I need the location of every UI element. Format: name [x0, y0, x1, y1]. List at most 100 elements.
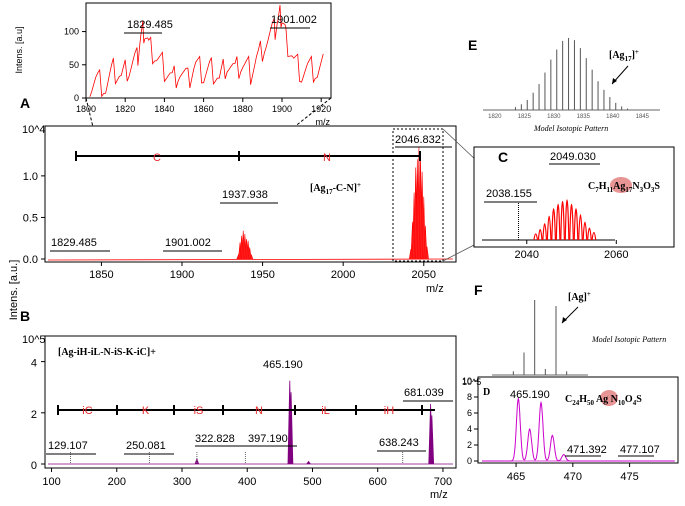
panel-d-x-ticks: 465 470 475 — [507, 463, 639, 483]
peak-mark — [569, 203, 574, 241]
x-tick-label: 1900 — [272, 104, 292, 114]
peak-label-129: 129.107 — [48, 440, 88, 452]
y-tick-label: 8 — [467, 392, 472, 402]
x-tick-label: 2000 — [331, 269, 355, 281]
panel-e: E 1820 1825 1830 1835 1840 1845 [Ag17]+ Model… — [468, 37, 660, 133]
peak-mark — [591, 231, 597, 241]
sequence-residue: iL — [321, 405, 330, 417]
panel-f: F [Ag]+ Model Isotopic Pattern — [474, 282, 666, 376]
peak-mark — [249, 254, 254, 260]
panel-label-e: E — [468, 37, 477, 53]
x-tick-label: 700 — [434, 476, 452, 488]
peak-mark — [546, 215, 552, 241]
panel-c: C 2040 2060 2049.030 2038.155 C7H11Ag17N3… — [473, 146, 675, 261]
panel-a-inset: Intens. [a.u] 0 50 100 1800 1820 1840 1860 188… — [14, 2, 332, 261]
panel-d-y-exponent: 10^5 — [462, 377, 481, 387]
x-tick-label: 465 — [507, 471, 525, 483]
peak-label-322: 322.828 — [195, 433, 235, 445]
panel-f-ion-label: [Ag]+ — [568, 290, 591, 303]
sequence-residue: N — [255, 405, 263, 417]
zoom-connector — [442, 242, 479, 262]
peak-mark — [533, 233, 539, 241]
panel-f-bars — [512, 300, 568, 375]
peak-mark — [555, 203, 561, 241]
x-tick-label: 1830 — [547, 114, 561, 120]
panel-c-formula: C7H11Ag17N3O3S — [588, 181, 660, 194]
panel-b: B 10^5 0 2 4 100 200 300 400 500 600 700 m/z [Ag… — [20, 308, 457, 501]
peak-mark — [542, 223, 548, 241]
panel-a-xlabel: m/z — [426, 283, 444, 295]
inset-peak-label-1901: 1901.002 — [271, 14, 317, 26]
peak-label-465: 465.190 — [263, 359, 303, 371]
panel-e-bars — [514, 38, 629, 110]
panel-b-y-ticks: 0 2 4 — [31, 358, 45, 472]
panel-a: A 10^4 Intens. [a.u.] 0.0 0.5 1.0 1850 1900… — [8, 95, 479, 320]
sequence-residue-n: N — [323, 152, 331, 164]
panel-a-x-ticks: 1850 1900 1950 2000 2050 — [89, 262, 436, 281]
x-tick-label: 1900 — [170, 269, 194, 281]
panel-b-x-ticks: 100 200 300 400 500 600 700 — [42, 468, 452, 488]
x-tick-label: 470 — [564, 471, 582, 483]
y-tick-label: 50 — [69, 60, 79, 70]
y-tick-label: 100 — [64, 27, 79, 37]
inset-y-ticks: 0 50 100 — [64, 27, 86, 103]
inset-series-line — [89, 4, 324, 98]
x-tick-label: 1820 — [488, 114, 502, 120]
panel-c-peak-label-2038: 2038.155 — [486, 188, 532, 200]
x-tick-label: 2060 — [604, 249, 628, 261]
panel-label-b: B — [20, 308, 30, 324]
inset-xlabel: m/z — [316, 117, 331, 127]
zoom-connector — [85, 97, 126, 261]
sequence-residue: iH — [384, 405, 394, 417]
peak-mark — [578, 214, 583, 241]
panel-e-title: Model Isotopic Pattern — [533, 124, 608, 133]
panel-a-y-ticks: 0.0 0.5 1.0 — [23, 171, 45, 266]
zoom-connector — [442, 128, 479, 163]
x-tick-label: 600 — [369, 476, 387, 488]
panel-e-x-ticks: 1820 1825 1830 1835 1840 1845 — [488, 114, 650, 120]
panel-d-frame — [477, 376, 679, 464]
arrowhead-icon — [562, 317, 567, 323]
peak-label-1938: 1937.938 — [222, 189, 268, 201]
inset-frame — [85, 2, 332, 99]
panel-b-ion-label: [Ag-iH-iL-N-iS-K-iC]+ — [58, 347, 156, 358]
peak-label-681: 681.039 — [404, 387, 444, 399]
panel-d-peak-label-477: 477.107 — [620, 444, 660, 456]
panel-c-x-ticks: 2040 2060 — [515, 240, 629, 261]
peak-label-1829: 1829.485 — [51, 237, 97, 249]
panel-f-title: Model Isotopic Pattern — [591, 335, 666, 344]
y-tick-label: 0 — [467, 456, 472, 466]
peak-mark — [537, 228, 543, 241]
peak-mark — [551, 208, 557, 241]
x-tick-label: 500 — [303, 476, 321, 488]
peak-label-2047: 2046.832 — [395, 134, 441, 146]
peak-mark — [560, 201, 565, 241]
x-tick-label: 1920 — [311, 104, 331, 114]
y-tick-label: 1.0 — [23, 171, 38, 183]
arrowhead-icon — [612, 78, 617, 84]
inset-ylabel: Intens. [a.u] — [14, 26, 24, 73]
x-tick-label: 1820 — [115, 104, 135, 114]
x-tick-label: 1840 — [154, 104, 174, 114]
y-tick-label: 6 — [467, 408, 472, 418]
x-tick-label: 200 — [108, 476, 126, 488]
panel-b-y-exponent: 10^5 — [22, 334, 46, 346]
peak-mark — [587, 227, 592, 241]
ag-highlight — [610, 177, 632, 193]
peak-mark — [247, 247, 252, 260]
peak-mark — [573, 208, 579, 241]
peak-label-397: 397.190 — [248, 433, 288, 445]
peak-mark — [564, 199, 570, 241]
y-tick-label: 4 — [467, 424, 472, 434]
y-tick-label: 10 — [462, 376, 472, 386]
x-tick-label: 475 — [620, 471, 638, 483]
panel-d-y-ticks: 0 2 4 6 8 10 — [462, 376, 478, 466]
y-tick-label: 4 — [31, 358, 37, 370]
panel-c-series — [518, 199, 597, 241]
panel-d-series-line — [482, 396, 675, 462]
panel-label-c: C — [498, 149, 508, 165]
x-tick-label: 300 — [173, 476, 191, 488]
panel-e-ion-label: [Ag17]+ — [609, 48, 639, 63]
